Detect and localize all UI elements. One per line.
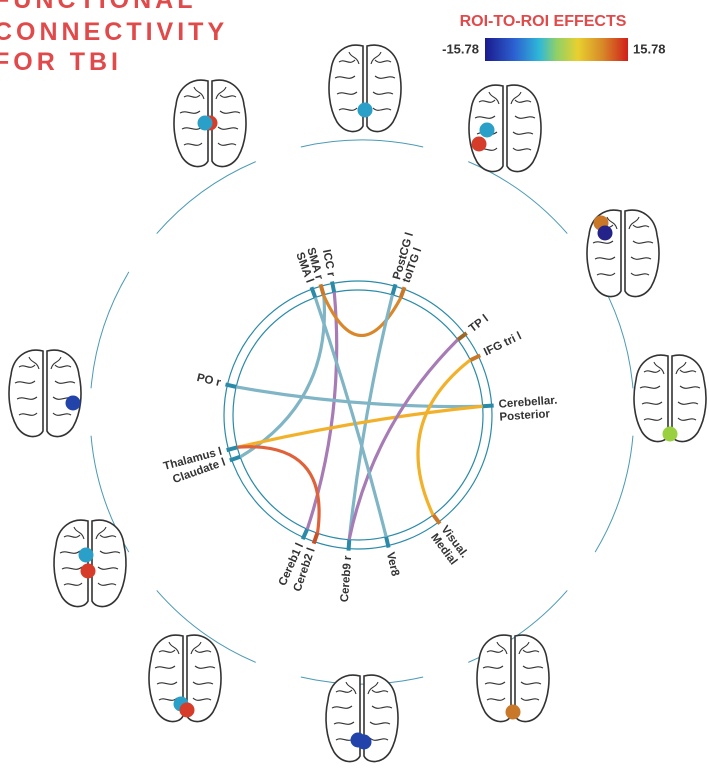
node-tick [330,281,337,293]
node-tick [398,286,407,299]
brains [8,44,707,763]
brain [468,84,542,173]
brain [476,634,550,723]
brain-dot [197,115,213,131]
brain [586,209,660,298]
brain-dot [80,563,96,579]
node-label: Visual.Medial [428,524,470,568]
brain-outline [328,44,402,133]
legend-min: -15.78 [442,41,479,56]
node-label: ICC r [320,248,337,278]
title-line: FUNCTIONAL [0,0,196,14]
brain-dot [505,704,521,720]
brain-dot [78,547,94,563]
node-label-line: Cerebellar. [498,395,558,411]
brain [173,79,247,168]
outer-arcs [90,139,634,685]
ring [223,280,493,550]
title-line: FOR TBI [0,48,122,76]
node-label-line: Cereb9 r [339,555,354,603]
ring-inner [232,289,484,541]
chord [236,445,321,534]
legend: ROI-TO-ROI EFFECTS -15.78 15.78 [442,13,666,61]
chord [305,291,339,530]
node-label-line: Ver8 [384,551,401,578]
outer-arc [156,161,256,234]
brain-dot [357,102,373,118]
outer-arc [156,590,256,663]
node-tick [469,353,482,363]
node-label: PO r [196,372,223,389]
chord [347,338,459,541]
colorbar [485,38,628,61]
node-tick [482,403,494,409]
node-tick [346,539,352,551]
chord [416,359,472,516]
ring-outer [223,280,493,550]
brain-dot [356,734,372,750]
outer-arc [90,271,130,389]
node-tick [456,331,468,342]
node-label-line: PO r [196,372,223,389]
node-tick [309,286,318,299]
node-label: TP l [467,313,491,335]
outer-arc [594,435,634,553]
node-label-line: TP l [467,313,491,335]
chord [313,296,388,538]
brain [325,674,399,763]
chord [236,404,484,449]
brain [328,44,402,133]
brain-dot [179,702,195,718]
chord [235,385,484,409]
chord [347,294,394,541]
legend-max: 15.78 [633,41,666,56]
node-tick [225,382,237,389]
node-ticks [225,281,494,551]
node-tick [300,528,309,541]
brain-dot [65,395,81,411]
node-label: Ver8 [384,551,401,578]
node-label: Cerebellar.Posterior [498,395,558,424]
brain-dot [662,426,678,442]
legend-title: ROI-TO-ROI EFFECTS [460,13,627,30]
node-label-line: ICC r [320,248,337,278]
outer-arc [468,161,568,234]
title-line: CONNECTIVITY [0,18,228,46]
node-label-line: Posterior [499,408,551,424]
chord [322,294,403,338]
brain [633,354,707,443]
node-tick [311,532,320,545]
node-label: Cereb9 r [339,555,354,603]
brain [8,349,82,438]
node-label-line: IFG tri l [482,330,523,358]
title: FUNCTIONAL CONNECTIVITY FOR TBI [0,0,228,76]
outer-arc [300,139,424,148]
brain-dot [479,122,495,138]
brain [148,634,222,723]
brain-dot [471,136,487,152]
node-tick [229,454,241,463]
brain-outline [53,519,127,608]
node-tick [318,283,326,296]
brain [53,519,127,608]
node-tick [390,283,398,296]
node-label: IFG tri l [482,330,523,358]
node-tick [226,445,238,453]
node-tick [431,513,442,525]
node-tick [384,536,391,548]
outer-arc [300,676,424,685]
brain-outline [8,349,82,438]
brain-dot [597,225,613,241]
chords [235,291,484,541]
